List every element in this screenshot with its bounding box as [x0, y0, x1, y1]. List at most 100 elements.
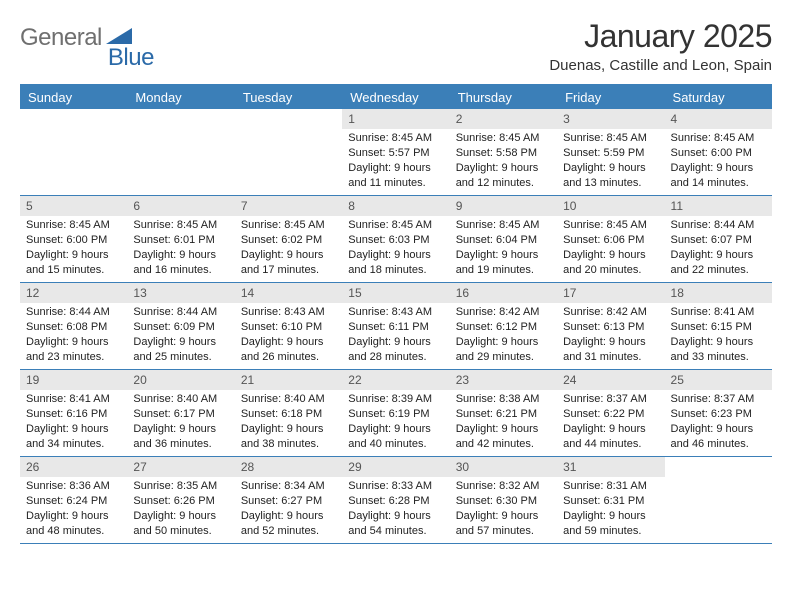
- day-number: 24: [557, 370, 664, 390]
- sunrise-text: Sunrise: 8:45 AM: [348, 131, 443, 146]
- sunrise-text: Sunrise: 8:41 AM: [26, 392, 121, 407]
- week-row: 1Sunrise: 8:45 AMSunset: 5:57 PMDaylight…: [20, 109, 772, 196]
- sunrise-text: Sunrise: 8:44 AM: [26, 305, 121, 320]
- sunset-text: Sunset: 6:03 PM: [348, 233, 443, 248]
- day-body: Sunrise: 8:45 AMSunset: 6:02 PMDaylight:…: [235, 216, 342, 281]
- sunset-text: Sunset: 6:13 PM: [563, 320, 658, 335]
- day-body: Sunrise: 8:45 AMSunset: 6:00 PMDaylight:…: [665, 129, 772, 194]
- day-cell: 14Sunrise: 8:43 AMSunset: 6:10 PMDayligh…: [235, 283, 342, 369]
- sunset-text: Sunset: 6:19 PM: [348, 407, 443, 422]
- sunrise-text: Sunrise: 8:34 AM: [241, 479, 336, 494]
- day-cell: 25Sunrise: 8:37 AMSunset: 6:23 PMDayligh…: [665, 370, 772, 456]
- sunrise-text: Sunrise: 8:37 AM: [671, 392, 766, 407]
- day-header-thu: Thursday: [450, 86, 557, 109]
- day-body: Sunrise: 8:43 AMSunset: 6:11 PMDaylight:…: [342, 303, 449, 368]
- day-number: 3: [557, 109, 664, 129]
- daylight-text: Daylight: 9 hours and 20 minutes.: [563, 248, 658, 278]
- sunrise-text: Sunrise: 8:40 AM: [241, 392, 336, 407]
- sunset-text: Sunset: 6:01 PM: [133, 233, 228, 248]
- day-body: Sunrise: 8:41 AMSunset: 6:16 PMDaylight:…: [20, 390, 127, 455]
- title-block: January 2025 Duenas, Castille and Leon, …: [549, 18, 772, 74]
- daylight-text: Daylight: 9 hours and 23 minutes.: [26, 335, 121, 365]
- day-number: 13: [127, 283, 234, 303]
- sunrise-text: Sunrise: 8:43 AM: [241, 305, 336, 320]
- sunset-text: Sunset: 6:23 PM: [671, 407, 766, 422]
- day-cell: 24 Sunrise: 8:37 AMSunset: 6:22 PMDayligh…: [557, 370, 664, 456]
- day-body: Sunrise: 8:37 AMSunset: 6:23 PMDaylight:…: [665, 390, 772, 455]
- day-number: 10: [557, 196, 664, 216]
- day-cell: 4Sunrise: 8:45 AMSunset: 6:00 PMDaylight…: [665, 109, 772, 195]
- page-title: January 2025: [549, 18, 772, 55]
- day-body: [665, 477, 772, 483]
- daylight-text: Daylight: 9 hours and 22 minutes.: [671, 248, 766, 278]
- day-cell: 5Sunrise: 8:45 AMSunset: 6:00 PMDaylight…: [20, 196, 127, 282]
- sunrise-text: Sunrise: 8:40 AM: [133, 392, 228, 407]
- day-body: Sunrise: 8:36 AMSunset: 6:24 PMDaylight:…: [20, 477, 127, 542]
- sunrise-text: Sunrise: 8:37 AM: [563, 392, 658, 407]
- week-row: 12Sunrise: 8:44 AMSunset: 6:08 PMDayligh…: [20, 283, 772, 370]
- logo-general-text: General: [20, 24, 102, 52]
- day-body: Sunrise: 8:38 AMSunset: 6:21 PMDaylight:…: [450, 390, 557, 455]
- daylight-text: Daylight: 9 hours and 52 minutes.: [241, 509, 336, 539]
- logo-blue-text: Blue: [108, 44, 154, 72]
- day-body: Sunrise: 8:42 AMSunset: 6:13 PMDaylight:…: [557, 303, 664, 368]
- sunrise-text: Sunrise: 8:44 AM: [133, 305, 228, 320]
- day-body: Sunrise: 8:35 AMSunset: 6:26 PMDaylight:…: [127, 477, 234, 542]
- day-body: Sunrise: 8:45 AMSunset: 6:06 PMDaylight:…: [557, 216, 664, 281]
- day-cell: 29Sunrise: 8:33 AMSunset: 6:28 PMDayligh…: [342, 457, 449, 543]
- day-number: 30: [450, 457, 557, 477]
- day-body: [235, 129, 342, 135]
- sunset-text: Sunset: 5:57 PM: [348, 146, 443, 161]
- sunset-text: Sunset: 6:22 PM: [563, 407, 658, 422]
- day-number: 8: [342, 196, 449, 216]
- sunrise-text: Sunrise: 8:45 AM: [133, 218, 228, 233]
- day-body: Sunrise: 8:41 AMSunset: 6:15 PMDaylight:…: [665, 303, 772, 368]
- day-header-sat: Saturday: [665, 86, 772, 109]
- daylight-text: Daylight: 9 hours and 50 minutes.: [133, 509, 228, 539]
- daylight-text: Daylight: 9 hours and 42 minutes.: [456, 422, 551, 452]
- day-body: Sunrise: 8:45 AMSunset: 5:58 PMDaylight:…: [450, 129, 557, 194]
- week-row: 26Sunrise: 8:36 AMSunset: 6:24 PMDayligh…: [20, 457, 772, 544]
- daylight-text: Daylight: 9 hours and 31 minutes.: [563, 335, 658, 365]
- day-cell: 2Sunrise: 8:45 AMSunset: 5:58 PMDaylight…: [450, 109, 557, 195]
- day-body: Sunrise: 8:43 AMSunset: 6:10 PMDaylight:…: [235, 303, 342, 368]
- daylight-text: Daylight: 9 hours and 48 minutes.: [26, 509, 121, 539]
- day-cell: 19Sunrise: 8:41 AMSunset: 6:16 PMDayligh…: [20, 370, 127, 456]
- day-body: Sunrise: 8:34 AMSunset: 6:27 PMDaylight:…: [235, 477, 342, 542]
- sunrise-text: Sunrise: 8:45 AM: [563, 131, 658, 146]
- day-cell: 22Sunrise: 8:39 AMSunset: 6:19 PMDayligh…: [342, 370, 449, 456]
- day-number: 9: [450, 196, 557, 216]
- day-cell: 17Sunrise: 8:42 AMSunset: 6:13 PMDayligh…: [557, 283, 664, 369]
- day-cell: 1Sunrise: 8:45 AMSunset: 5:57 PMDaylight…: [342, 109, 449, 195]
- sunset-text: Sunset: 6:15 PM: [671, 320, 766, 335]
- day-number: 18: [665, 283, 772, 303]
- header: General Blue January 2025 Duenas, Castil…: [20, 18, 772, 74]
- sunrise-text: Sunrise: 8:39 AM: [348, 392, 443, 407]
- sunset-text: Sunset: 6:28 PM: [348, 494, 443, 509]
- day-header-sun: Sunday: [20, 86, 127, 109]
- day-cell: 13Sunrise: 8:44 AMSunset: 6:09 PMDayligh…: [127, 283, 234, 369]
- day-number: 5: [20, 196, 127, 216]
- sunrise-text: Sunrise: 8:32 AM: [456, 479, 551, 494]
- sunset-text: Sunset: 6:00 PM: [671, 146, 766, 161]
- sunset-text: Sunset: 6:04 PM: [456, 233, 551, 248]
- day-number: 17: [557, 283, 664, 303]
- day-number: 12: [20, 283, 127, 303]
- daylight-text: Daylight: 9 hours and 14 minutes.: [671, 161, 766, 191]
- sunrise-text: Sunrise: 8:45 AM: [456, 218, 551, 233]
- daylight-text: Daylight: 9 hours and 26 minutes.: [241, 335, 336, 365]
- sunrise-text: Sunrise: 8:45 AM: [671, 131, 766, 146]
- daylight-text: Daylight: 9 hours and 13 minutes.: [563, 161, 658, 191]
- daylight-text: Daylight: 9 hours and 18 minutes.: [348, 248, 443, 278]
- sunset-text: Sunset: 6:26 PM: [133, 494, 228, 509]
- sunset-text: Sunset: 6:02 PM: [241, 233, 336, 248]
- logo: General Blue: [20, 24, 154, 52]
- day-number: 7: [235, 196, 342, 216]
- location-text: Duenas, Castille and Leon, Spain: [549, 57, 772, 74]
- daylight-text: Daylight: 9 hours and 44 minutes.: [563, 422, 658, 452]
- day-number: 1: [342, 109, 449, 129]
- sunrise-text: Sunrise: 8:44 AM: [671, 218, 766, 233]
- daylight-text: Daylight: 9 hours and 54 minutes.: [348, 509, 443, 539]
- sunrise-text: Sunrise: 8:36 AM: [26, 479, 121, 494]
- sunrise-text: Sunrise: 8:33 AM: [348, 479, 443, 494]
